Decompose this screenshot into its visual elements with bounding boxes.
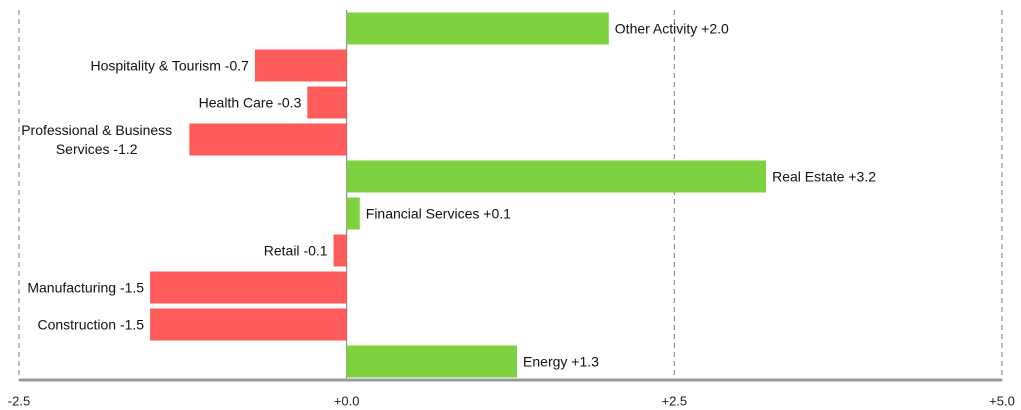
bar (307, 86, 347, 119)
category-label: Retail (263, 242, 300, 258)
value-label: -0.1 (303, 242, 328, 258)
category-label: Energy (523, 353, 568, 369)
bar-label: Financial Services +0.1 (366, 204, 511, 223)
value-label: -0.7 (224, 57, 249, 73)
bar (346, 197, 360, 230)
bar (254, 49, 347, 82)
bar-label: Construction -1.5 (37, 315, 144, 334)
value-label: +1.3 (571, 353, 599, 369)
value-label: -1.2 (113, 140, 138, 157)
x-tick-label: +2.5 (661, 393, 687, 408)
x-tick-label: +0.0 (334, 393, 360, 408)
value-label: +2.0 (701, 20, 729, 36)
x-tick-label: -2.5 (8, 393, 30, 408)
bar-label: Hospitality & Tourism -0.7 (90, 56, 248, 75)
bar-label: Retail -0.1 (264, 241, 328, 260)
category-label: Professional & Business Services (21, 121, 173, 157)
bar (150, 271, 347, 304)
bar-label: Professional & Business Services -1.2 (10, 121, 183, 159)
category-label: Real Estate (772, 168, 845, 184)
bar (150, 308, 347, 341)
value-label: -1.5 (119, 316, 145, 332)
bar (189, 123, 347, 156)
value-label: +0.1 (483, 205, 511, 221)
category-label: Manufacturing (27, 279, 117, 295)
bar-label: Energy +1.3 (523, 352, 599, 371)
value-label: +3.2 (848, 168, 876, 184)
category-label: Health Care (198, 94, 274, 110)
bar-label: Health Care -0.3 (199, 93, 302, 112)
value-label: -0.3 (277, 94, 302, 110)
x-tick-label: +5.0 (989, 393, 1015, 408)
bar (346, 160, 767, 193)
bar (346, 345, 518, 378)
category-label: Hospitality & Tourism (90, 57, 221, 73)
bar (346, 12, 609, 45)
category-label: Construction (37, 316, 117, 332)
bar-label: Real Estate +3.2 (772, 167, 876, 186)
category-label: Other Activity (614, 20, 698, 36)
bar (333, 234, 347, 267)
bar-label: Manufacturing -1.5 (27, 278, 144, 297)
value-label: -1.5 (119, 279, 145, 295)
category-label: Financial Services (365, 205, 480, 221)
bar-label: Other Activity +2.0 (615, 19, 729, 38)
